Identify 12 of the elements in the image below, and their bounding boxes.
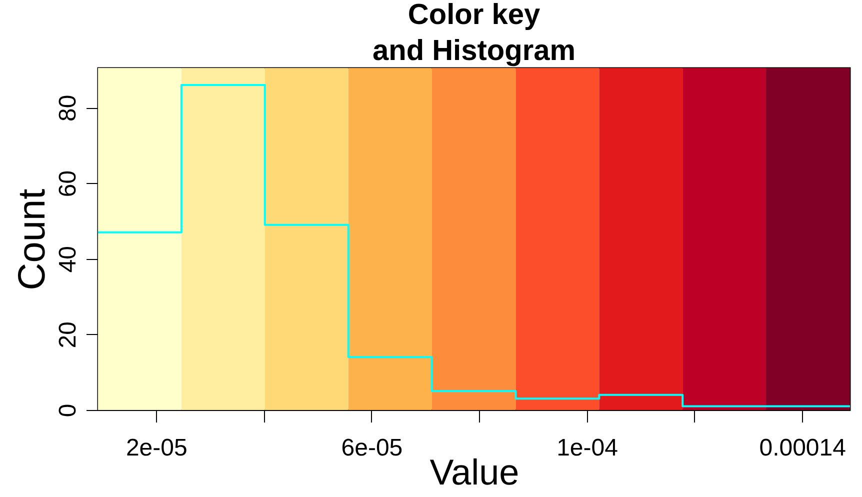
y-tick-label: 0 (54, 404, 82, 418)
y-tick-label: 20 (54, 322, 82, 348)
x-tick-label: 0.00014 (759, 434, 846, 462)
y-axis-title: Count (12, 188, 54, 290)
x-tick-label: 1e-04 (556, 434, 618, 462)
x-tick-label: 6e-05 (341, 434, 403, 462)
y-tick-label: 80 (54, 94, 82, 122)
y-tick-label: 40 (54, 246, 82, 273)
x-axis-title: Value (430, 452, 520, 492)
chart-title: Color key and Histogram (372, 0, 576, 67)
x-tick-label: 2e-05 (126, 434, 188, 462)
y-tick-label: 60 (54, 170, 82, 198)
